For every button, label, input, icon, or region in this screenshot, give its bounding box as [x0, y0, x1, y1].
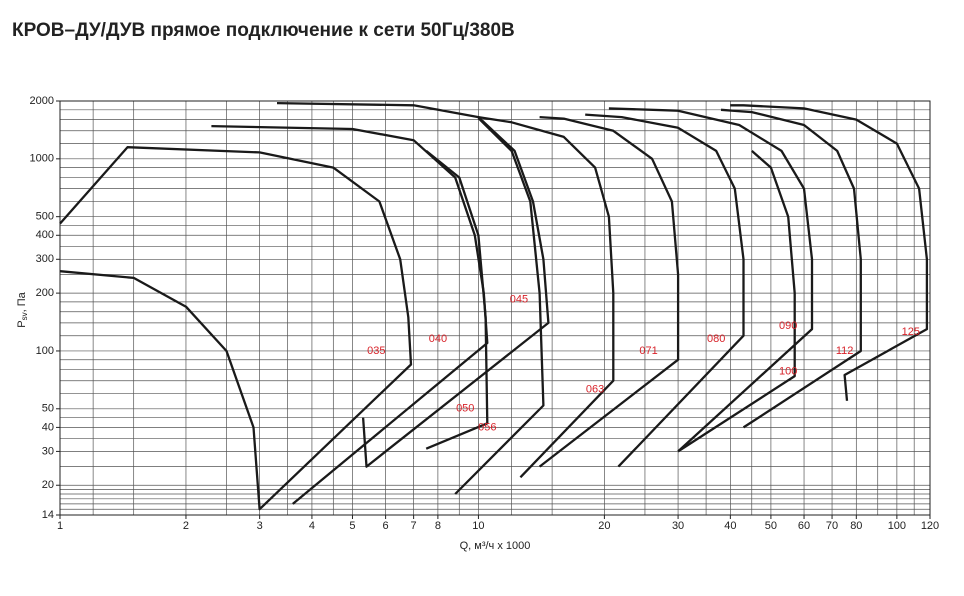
x-tick-label: 70 [826, 520, 838, 532]
fan-curve [720, 108, 862, 429]
x-tick-label: 10 [472, 520, 484, 532]
x-tick-label: 120 [921, 520, 939, 532]
fan-label: 080 [707, 333, 725, 345]
plot-frame [59, 100, 931, 516]
fan-curve [478, 115, 615, 479]
y-tick-label: 500 [36, 211, 54, 223]
x-tick-label: 8 [435, 520, 441, 532]
fan-curve [454, 117, 545, 495]
x-axis-label: Q, м³/ч x 1000 [460, 540, 531, 552]
y-tick-label: 40 [42, 421, 54, 433]
y-tick-label: 2000 [30, 95, 54, 107]
x-tick-label: 100 [888, 520, 906, 532]
fan-curve [585, 113, 745, 468]
fan-label: 090 [779, 320, 797, 332]
x-tick-label: 40 [724, 520, 736, 532]
fan-curve [608, 107, 814, 453]
y-tick-label: 50 [42, 403, 54, 415]
fan-curve [538, 115, 680, 468]
y-axis-label: Psv, Па [16, 291, 29, 327]
x-tick-label: 5 [349, 520, 355, 532]
y-tick-label: 1000 [30, 153, 54, 165]
fan-curve [211, 124, 489, 505]
y-label-main: P [16, 320, 28, 327]
y-tick-label: 30 [42, 445, 54, 457]
y-tick-label: 200 [36, 287, 54, 299]
y-tick-label: 300 [36, 253, 54, 265]
y-tick-label: 400 [36, 229, 54, 241]
chart-title: КРОВ–ДУ/ДУВ прямое подключение к сети 50… [12, 20, 515, 41]
fan-label: 112 [836, 345, 854, 357]
x-tick-label: 7 [411, 520, 417, 532]
x-tick-label: 2 [183, 520, 189, 532]
x-tick-label: 4 [309, 520, 315, 532]
fan-label: 050 [456, 403, 474, 415]
y-label-unit: , Па [16, 291, 28, 312]
x-tick-label: 60 [798, 520, 810, 532]
fan-label: 045 [510, 294, 528, 306]
x-tick-label: 20 [598, 520, 610, 532]
y-label-sub: sv [20, 312, 29, 320]
fan-curve [59, 146, 413, 511]
fan-label: 056 [478, 421, 496, 433]
x-tick-label: 80 [850, 520, 862, 532]
fan-label: 125 [902, 326, 920, 338]
x-tick-label: 6 [383, 520, 389, 532]
fan-curve [276, 101, 550, 468]
y-tick-label: 14 [42, 509, 54, 521]
fan-curve [730, 104, 929, 401]
y-tick-label: 100 [36, 345, 54, 357]
y-tick-label: 20 [42, 479, 54, 491]
x-tick-label: 50 [765, 520, 777, 532]
fan-label: 035 [367, 345, 385, 357]
fan-label: 100 [779, 366, 797, 378]
fan-label: 071 [639, 345, 657, 357]
y-axis-label-text: Psv, Па [16, 291, 29, 327]
fan-label: 040 [429, 333, 447, 345]
fan-curve [677, 150, 796, 453]
x-tick-label: 3 [257, 520, 263, 532]
fan-label: 063 [586, 383, 604, 395]
fan-curve [425, 150, 489, 450]
x-tick-label: 30 [672, 520, 684, 532]
x-tick-label: 1 [57, 520, 63, 532]
